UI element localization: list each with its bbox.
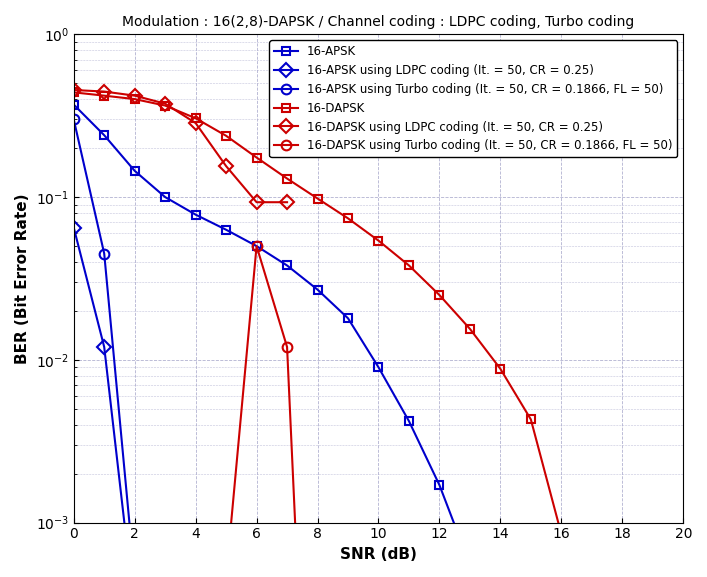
Line: 16-DAPSK using LDPC coding (It. = 50, CR = 0.25): 16-DAPSK using LDPC coding (It. = 50, CR… bbox=[69, 85, 292, 207]
16-DAPSK bbox=[161, 102, 170, 109]
16-DAPSK bbox=[496, 365, 505, 372]
16-DAPSK bbox=[283, 175, 291, 182]
16-DAPSK using Turbo coding (It. = 50, CR = 0.1866, FL = 50) bbox=[283, 343, 291, 350]
16-APSK using LDPC coding (It. = 50, CR = 0.25) bbox=[100, 343, 108, 350]
Title: Modulation : 16(2,8)-DAPSK / Channel coding : LDPC coding, Turbo coding: Modulation : 16(2,8)-DAPSK / Channel cod… bbox=[122, 15, 635, 29]
16-APSK using LDPC coding (It. = 50, CR = 0.25) bbox=[69, 224, 78, 231]
16-DAPSK using LDPC coding (It. = 50, CR = 0.25) bbox=[100, 88, 108, 95]
16-APSK bbox=[404, 418, 413, 425]
16-APSK bbox=[436, 482, 444, 489]
16-DAPSK using Turbo coding (It. = 50, CR = 0.1866, FL = 50) bbox=[222, 574, 230, 577]
16-APSK bbox=[344, 315, 352, 322]
16-DAPSK using LDPC coding (It. = 50, CR = 0.25) bbox=[252, 198, 261, 205]
16-APSK bbox=[374, 364, 382, 371]
16-APSK bbox=[161, 194, 170, 201]
16-DAPSK bbox=[374, 237, 382, 244]
Line: 16-APSK using LDPC coding (It. = 50, CR = 0.25): 16-APSK using LDPC coding (It. = 50, CR … bbox=[69, 223, 170, 577]
16-DAPSK bbox=[222, 132, 230, 139]
16-DAPSK bbox=[192, 115, 200, 122]
Legend: 16-APSK, 16-APSK using LDPC coding (It. = 50, CR = 0.25), 16-APSK using Turbo co: 16-APSK, 16-APSK using LDPC coding (It. … bbox=[269, 40, 677, 157]
Line: 16-APSK: 16-APSK bbox=[69, 100, 535, 577]
16-DAPSK using Turbo coding (It. = 50, CR = 0.1866, FL = 50) bbox=[252, 242, 261, 249]
16-DAPSK bbox=[344, 215, 352, 222]
16-DAPSK using LDPC coding (It. = 50, CR = 0.25) bbox=[161, 100, 170, 107]
16-APSK bbox=[130, 167, 139, 174]
16-APSK bbox=[222, 226, 230, 233]
16-DAPSK using LDPC coding (It. = 50, CR = 0.25) bbox=[222, 163, 230, 170]
16-DAPSK bbox=[100, 92, 108, 99]
16-DAPSK bbox=[69, 89, 78, 96]
16-APSK bbox=[313, 286, 322, 293]
X-axis label: SNR (dB): SNR (dB) bbox=[340, 547, 417, 562]
16-DAPSK bbox=[404, 262, 413, 269]
16-APSK using Turbo coding (It. = 50, CR = 0.1866, FL = 50) bbox=[69, 116, 78, 123]
16-APSK using Turbo coding (It. = 50, CR = 0.1866, FL = 50) bbox=[130, 576, 139, 577]
16-APSK using Turbo coding (It. = 50, CR = 0.1866, FL = 50) bbox=[100, 250, 108, 257]
16-DAPSK using LDPC coding (It. = 50, CR = 0.25) bbox=[283, 198, 291, 205]
16-APSK bbox=[252, 242, 261, 249]
16-APSK bbox=[69, 101, 78, 108]
16-DAPSK bbox=[436, 291, 444, 298]
16-DAPSK bbox=[313, 195, 322, 202]
Line: 16-DAPSK: 16-DAPSK bbox=[69, 88, 657, 577]
16-APSK bbox=[192, 211, 200, 218]
Line: 16-DAPSK using Turbo coding (It. = 50, CR = 0.1866, FL = 50): 16-DAPSK using Turbo coding (It. = 50, C… bbox=[221, 241, 322, 577]
16-DAPSK using LDPC coding (It. = 50, CR = 0.25) bbox=[130, 92, 139, 99]
16-DAPSK using LDPC coding (It. = 50, CR = 0.25) bbox=[69, 87, 78, 93]
16-DAPSK bbox=[557, 531, 566, 538]
16-APSK bbox=[100, 132, 108, 138]
16-APSK bbox=[466, 561, 474, 568]
16-DAPSK bbox=[466, 325, 474, 332]
Y-axis label: BER (Bit Error Rate): BER (Bit Error Rate) bbox=[15, 193, 30, 364]
16-APSK bbox=[283, 262, 291, 269]
16-DAPSK bbox=[130, 96, 139, 103]
16-DAPSK bbox=[252, 154, 261, 161]
Line: 16-APSK using Turbo coding (It. = 50, CR = 0.1866, FL = 50): 16-APSK using Turbo coding (It. = 50, CR… bbox=[69, 115, 170, 577]
16-DAPSK bbox=[527, 416, 535, 423]
16-DAPSK using LDPC coding (It. = 50, CR = 0.25) bbox=[192, 119, 200, 126]
